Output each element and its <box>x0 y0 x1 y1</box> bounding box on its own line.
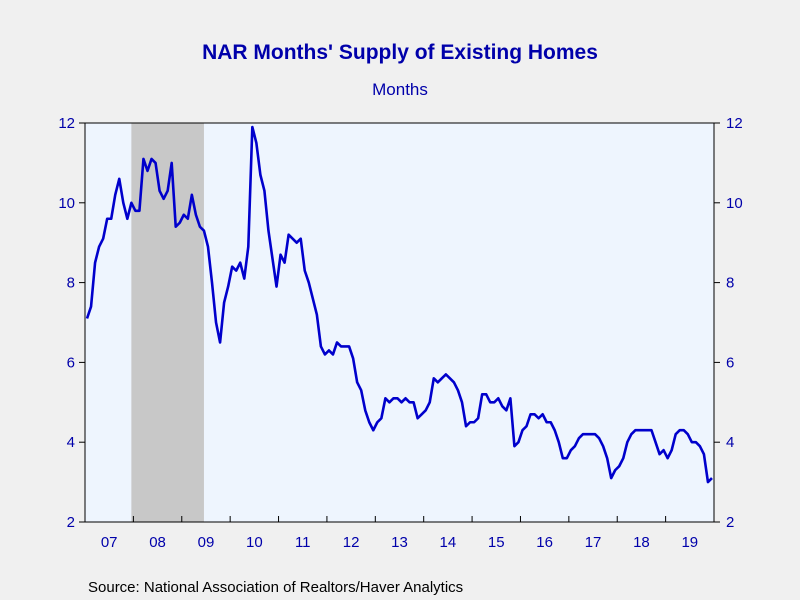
y-tick-label-left: 12 <box>58 115 75 132</box>
x-tick-label: 08 <box>149 534 166 551</box>
y-tick-label-left: 8 <box>67 275 75 292</box>
x-tick-label: 11 <box>295 534 311 551</box>
x-tick-label: 19 <box>681 534 698 551</box>
y-tick-label-left: 6 <box>67 354 75 371</box>
x-tick-label: 07 <box>101 534 118 551</box>
x-tick-label: 14 <box>440 534 457 551</box>
y-tick-label-left: 10 <box>58 195 75 212</box>
y-tick-label-right: 2 <box>726 514 734 531</box>
chart-subtitle: Months <box>372 80 428 99</box>
y-tick-label-left: 2 <box>67 514 75 531</box>
x-tick-label: 18 <box>633 534 650 551</box>
x-tick-label: 09 <box>198 534 215 551</box>
y-tick-label-left: 4 <box>67 434 75 451</box>
axes: 2 2 4 4 6 6 8 8 10 10 12 12 07 08 09 10 11 12 13 14 15 16 17 18… <box>58 115 742 551</box>
x-tick-label: 17 <box>585 534 602 551</box>
y-tick-label-right: 6 <box>726 354 734 371</box>
plot-frame <box>84 122 715 523</box>
source-note: Source: National Association of Realtors… <box>88 579 463 596</box>
y-tick-label-right: 12 <box>726 115 743 132</box>
x-tick-label: 10 <box>246 534 263 551</box>
series-line <box>85 125 713 484</box>
y-tick-label-right: 8 <box>726 275 734 292</box>
x-tick-label: 12 <box>343 534 360 551</box>
x-tick-label: 13 <box>391 534 408 551</box>
x-tick-label: 15 <box>488 534 505 551</box>
y-tick-label-right: 4 <box>726 434 734 451</box>
x-tick-label: 16 <box>536 534 553 551</box>
y-tick-label-right: 10 <box>726 195 743 212</box>
chart-title: NAR Months' Supply of Existing Homes <box>202 41 598 64</box>
